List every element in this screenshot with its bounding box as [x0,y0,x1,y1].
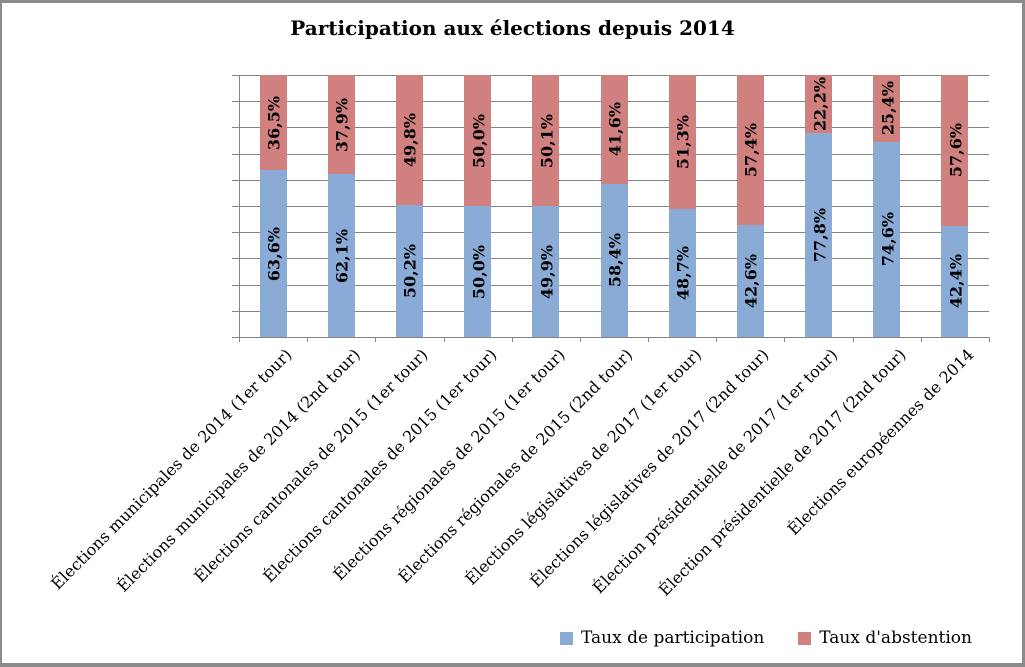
bar-participation [736,225,764,337]
legend-swatch-participation [560,631,573,645]
bar-participation [327,174,355,337]
axis-tick [443,337,445,342]
y-axis-line [239,75,240,338]
x-axis-label: Élections municipales de 2014 (1er tour) [47,345,296,594]
bar-abstention [532,75,560,207]
bar-abstention [395,75,423,206]
bar-participation [600,183,628,337]
axis-tick [648,337,650,342]
bar-participation [464,206,492,337]
bar-participation [941,225,969,337]
axis-tick [579,337,581,342]
x-axis-label: Élections régionales de 2015 (1er tour) [329,345,569,585]
bar-abstention [464,75,492,206]
x-axis-line [232,337,989,338]
x-axis-label: Élections cantonales de 2015 (1er tour) [258,345,501,587]
bar-abstention [805,75,833,134]
x-axis-label: Élections municipales de 2014 (2nd tour) [113,345,364,596]
x-axis-label: Élection présidentielle de 2017 (2nd tou… [654,345,910,600]
axis-tick [920,337,922,342]
axis-tick [784,337,786,342]
bar-participation [668,209,696,337]
bar-abstention [259,75,287,171]
legend-item: Taux d'abstention [798,628,972,648]
axis-tick [239,337,240,342]
legend-item: Taux de participation [560,628,764,648]
bar-participation [873,141,901,337]
bar-abstention [668,75,696,210]
x-axis-label: Élection présidentielle de 2017 (1er tou… [588,345,841,598]
bar-participation [532,206,560,337]
legend-swatch-abstention [798,631,812,645]
legend-label: Taux de participation [581,628,765,648]
bar-abstention [941,75,969,226]
axis-tick [852,337,854,342]
x-axis-label: Élections législatives de 2017 (2nd tour… [526,345,773,592]
x-axis-label: Élections cantonales de 2015 (1er tour) [190,345,432,587]
legend: Taux de participation Taux d'abstention [560,628,972,648]
axis-tick [716,337,718,342]
axis-tick [511,337,513,342]
bar-abstention [600,75,628,184]
bar-abstention [873,75,901,142]
bar-abstention [736,75,764,226]
chart-title: Participation aux élections depuis 2014 [290,16,735,40]
legend-label: Taux d'abstention [819,628,972,648]
bar-participation [395,205,423,337]
bar-abstention [327,75,355,175]
x-axis-label: Élections législatives de 2017 (1er tour… [460,345,705,589]
axis-tick [307,337,309,342]
axis-tick [989,337,990,342]
axis-tick [375,337,377,342]
bar-participation [259,170,287,337]
bar-participation [805,133,833,337]
x-axis-label: Élections régionales de 2015 (2nd tour) [394,345,637,587]
